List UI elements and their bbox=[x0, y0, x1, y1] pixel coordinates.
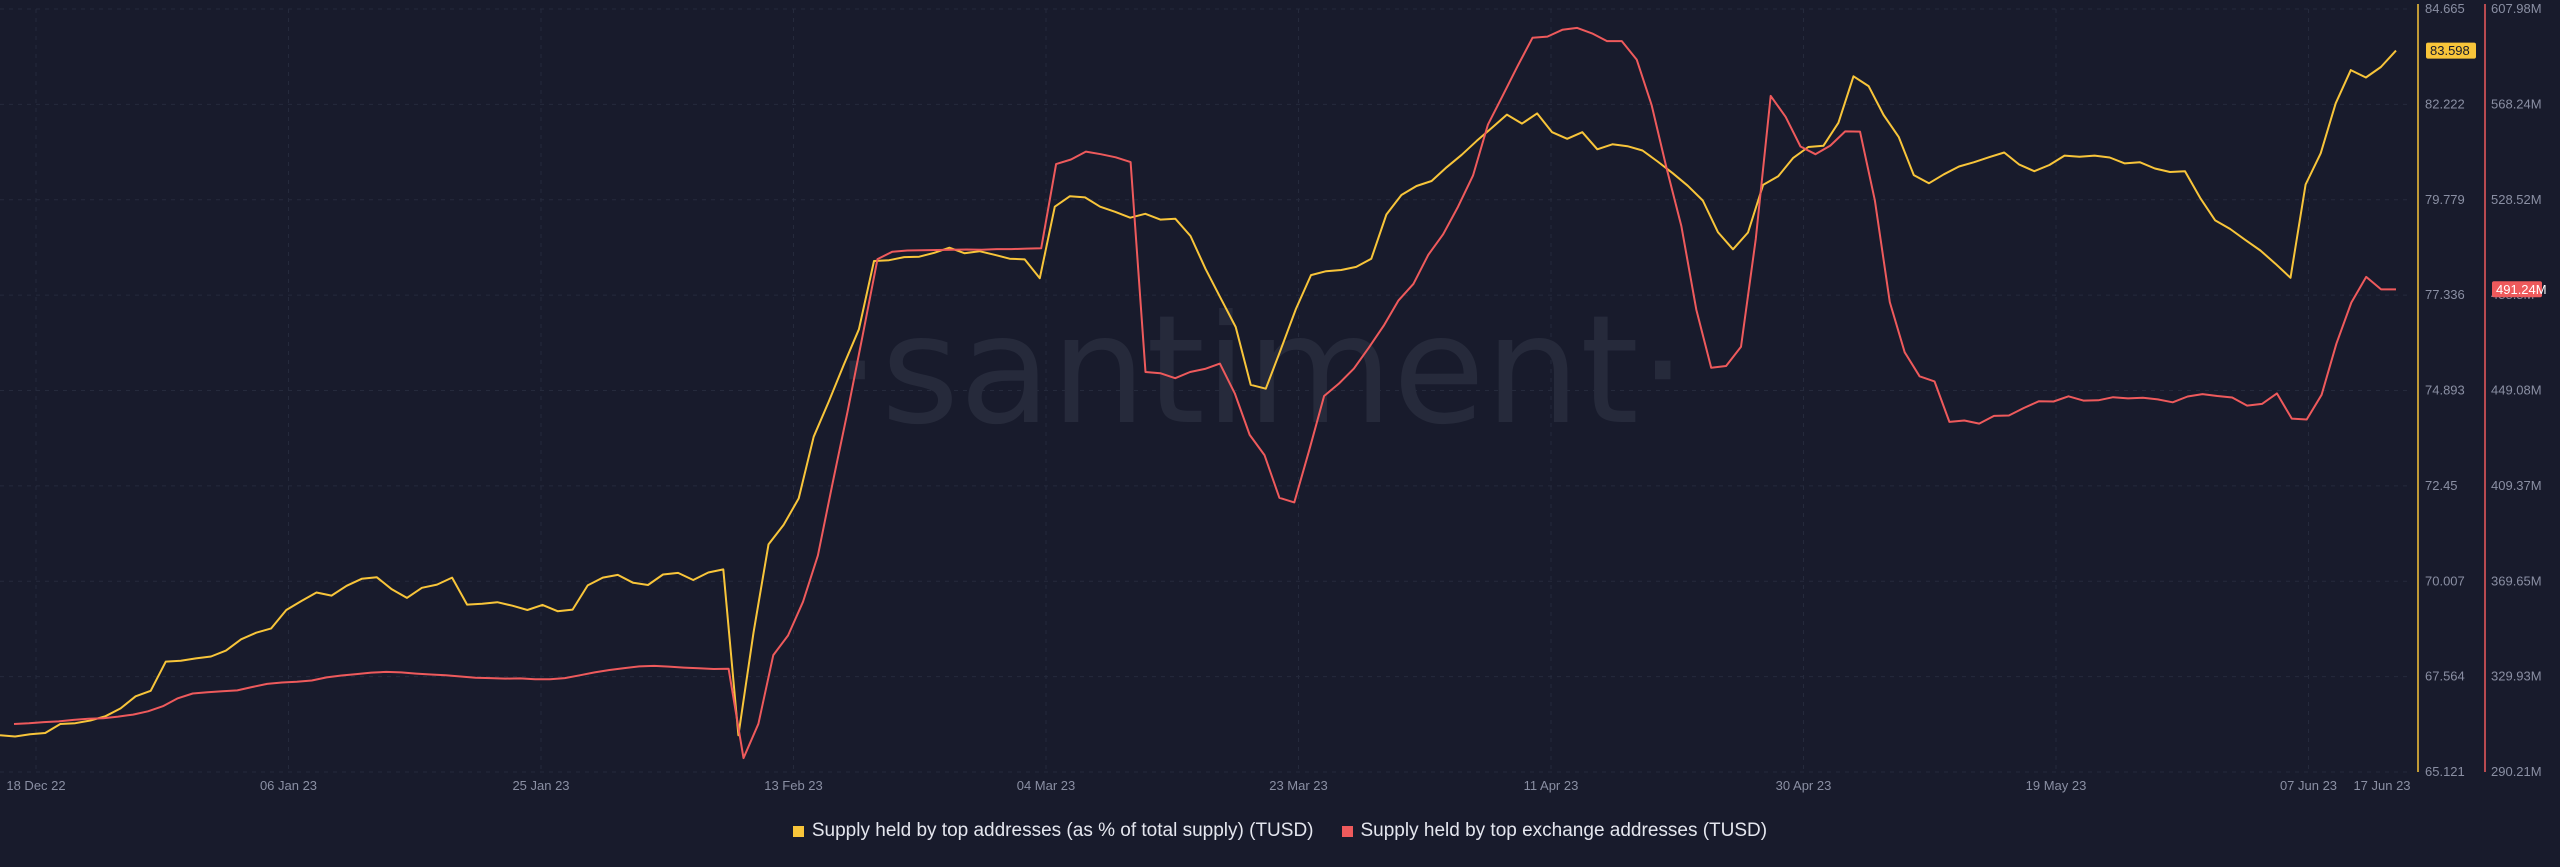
y-tick-left: 77.336 bbox=[2425, 287, 2465, 302]
legend-item-top-addresses[interactable]: Supply held by top addresses (as % of to… bbox=[792, 820, 1314, 842]
y-tick-left: 70.007 bbox=[2425, 573, 2465, 588]
legend-label-top-addresses: Supply held by top addresses (as % of to… bbox=[811, 820, 1314, 841]
legend-swatch-top-addresses bbox=[792, 825, 804, 837]
y-tick-left: 74.893 bbox=[2425, 383, 2465, 398]
x-tick: 23 Mar 23 bbox=[1269, 778, 1328, 793]
grid bbox=[0, 8, 2410, 773]
y-tick-left: 72.45 bbox=[2425, 478, 2458, 493]
y-tick-left: 79.779 bbox=[2425, 192, 2465, 207]
series-line-top-addresses[interactable] bbox=[0, 49, 2397, 738]
x-tick: 07 Jun 23 bbox=[2280, 778, 2337, 793]
y-tick-right: 369.65M bbox=[2491, 573, 2542, 588]
legend: Supply held by top addresses (as % of to… bbox=[0, 820, 2560, 842]
x-tick: 13 Feb 23 bbox=[764, 778, 823, 793]
legend-swatch-exchange-addresses bbox=[1341, 825, 1353, 837]
y-tick-left: 67.564 bbox=[2425, 669, 2465, 684]
last-value-left: 83.598 bbox=[2426, 42, 2476, 59]
last-value-right-bg bbox=[2492, 281, 2542, 298]
last-value-right: 491.24M bbox=[2492, 281, 2547, 298]
last-value-right-text: 491.24M bbox=[2496, 282, 2547, 297]
series-layer bbox=[0, 26, 2397, 760]
y-tick-right: 290.21M bbox=[2491, 764, 2542, 779]
legend-label-exchange-addresses: Supply held by top exchange addresses (T… bbox=[1360, 820, 1768, 841]
y-tick-right: 409.37M bbox=[2491, 478, 2542, 493]
series-line-exchange-addresses[interactable] bbox=[13, 26, 2396, 760]
y-tick-left: 84.665 bbox=[2425, 1, 2465, 16]
x-tick: 06 Jan 23 bbox=[260, 778, 317, 793]
y-tick-right: 528.52M bbox=[2491, 192, 2542, 207]
axes: 84.665 607.98M 82.222 568.24M 79.779 528.52M 7… bbox=[6, 1, 2546, 793]
x-tick: 25 Jan 23 bbox=[512, 778, 569, 793]
x-tick: 11 Apr 23 bbox=[1524, 778, 1579, 793]
x-tick: 04 Mar 23 bbox=[1017, 778, 1076, 793]
x-tick: 18 Dec 22 bbox=[6, 778, 65, 793]
y-tick-right: 329.93M bbox=[2491, 669, 2542, 684]
y-tick-right: 607.98M bbox=[2491, 1, 2542, 16]
last-value-left-bg bbox=[2426, 42, 2476, 59]
y-tick-right: 449.08M bbox=[2491, 383, 2542, 398]
x-tick: 17 Jun 23 bbox=[2353, 778, 2410, 793]
y-tick-left: 65.121 bbox=[2425, 764, 2465, 779]
legend-item-exchange-addresses[interactable]: Supply held by top exchange addresses (T… bbox=[1341, 820, 1768, 842]
x-tick: 30 Apr 23 bbox=[1776, 778, 1832, 793]
watermark: ·santiment· bbox=[833, 284, 1686, 458]
y-tick-left: 82.222 bbox=[2425, 96, 2465, 111]
y-tick-right: 568.24M bbox=[2491, 96, 2542, 111]
last-value-left-text: 83.598 bbox=[2430, 43, 2470, 58]
x-tick: 19 May 23 bbox=[2026, 778, 2087, 793]
